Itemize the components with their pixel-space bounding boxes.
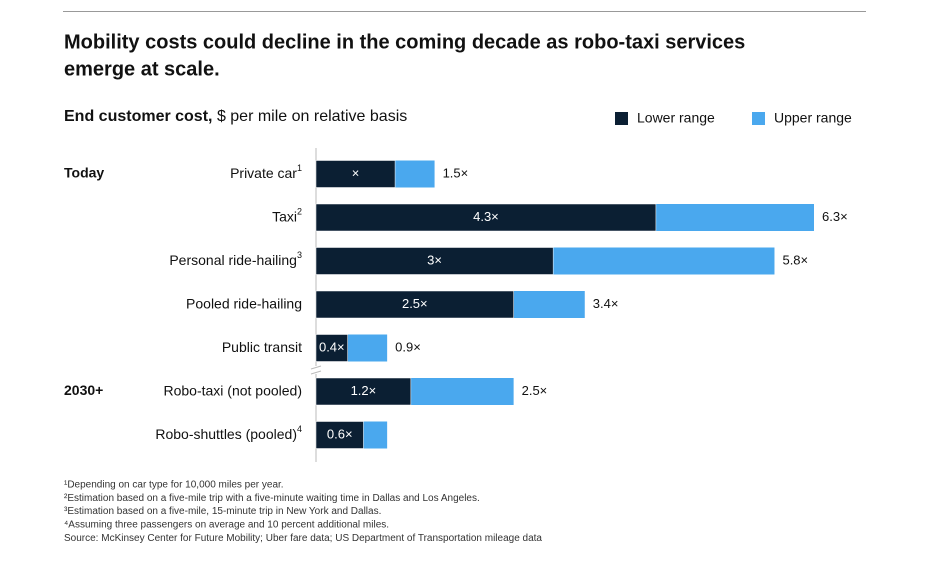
value-label-lower: 4.3× xyxy=(473,209,499,224)
bar-upper xyxy=(513,291,585,318)
bar-lower xyxy=(315,290,514,319)
category-name: Personal ride-hailing xyxy=(169,252,297,268)
category-name: Robo-taxi (not pooled) xyxy=(163,382,302,398)
footnote: ¹Depending on car type for 10,000 miles … xyxy=(64,480,284,491)
bar-upper xyxy=(347,334,388,362)
title: emerge at scale. xyxy=(64,58,220,80)
axis-break xyxy=(311,366,321,374)
footnote: ²Estimation based on a five-mile trip wi… xyxy=(64,493,480,504)
subtitle-text: $ per mile on relative basis xyxy=(217,108,407,125)
value-label-lower: 3× xyxy=(427,252,442,267)
bar-lower xyxy=(315,247,554,275)
value-label-lower: 0.6× xyxy=(327,426,353,441)
category-label: Personal ride-hailing3 xyxy=(169,250,302,267)
value-label-upper: 5.8× xyxy=(782,252,808,267)
value-label-lower: 0.4× xyxy=(319,339,345,354)
value-label-upper: 0.9× xyxy=(395,339,421,354)
footnote-marker: 2 xyxy=(297,207,302,217)
category-label: Public transit xyxy=(222,339,302,355)
legend-label: Lower range xyxy=(637,110,715,126)
bar-upper xyxy=(410,378,514,405)
footnote: ³Estimation based on a five-mile, 15-min… xyxy=(64,506,381,517)
bar-lower xyxy=(315,160,396,188)
footnote-marker: 4 xyxy=(297,424,302,434)
category-name: Pooled ride-hailing xyxy=(186,295,302,311)
category-name: Robo-shuttles (pooled) xyxy=(155,426,297,442)
bar-lower xyxy=(315,203,657,232)
value-label-upper: 3.4× xyxy=(593,296,619,311)
value-label-upper: 1.5× xyxy=(443,165,469,180)
footnote: Source: McKinsey Center for Future Mobil… xyxy=(64,533,542,544)
legend-swatch xyxy=(615,112,628,125)
value-label-lower: 1.2× xyxy=(351,383,377,398)
legend-swatch xyxy=(752,112,765,125)
group-label: 2030+ xyxy=(64,382,103,398)
footnote: ⁴Assuming three passengers on average an… xyxy=(64,520,389,531)
bar-lower xyxy=(315,334,348,362)
legend-label: Upper range xyxy=(774,110,852,126)
bar-upper xyxy=(363,421,388,449)
subtitle: End customer cost, $ per mile on relativ… xyxy=(64,108,407,125)
value-label-lower: 2.5× xyxy=(402,296,428,311)
title: Mobility costs could decline in the comi… xyxy=(64,31,745,53)
value-label-upper: 6.3× xyxy=(822,209,848,224)
subtitle-bold: End customer cost, xyxy=(64,108,212,125)
value-label-lower: × xyxy=(352,165,360,180)
bar-lower xyxy=(315,377,412,406)
category-label: Robo-shuttles (pooled)4 xyxy=(155,424,302,441)
category-label: Private car1 xyxy=(230,163,302,180)
category-name: Taxi xyxy=(272,208,297,224)
category-label: Robo-taxi (not pooled) xyxy=(163,382,302,398)
footnote-marker: 3 xyxy=(297,250,302,260)
bar-lower xyxy=(315,421,364,449)
axis-break-mark xyxy=(310,365,322,375)
category-label: Taxi2 xyxy=(272,207,302,224)
category-name: Private car xyxy=(230,165,297,181)
group-label: Today xyxy=(64,165,104,181)
category-name: Public transit xyxy=(222,339,302,355)
bar-upper xyxy=(553,247,775,275)
bar-upper xyxy=(395,160,435,188)
category-label: Pooled ride-hailing xyxy=(186,295,302,311)
footnote-marker: 1 xyxy=(297,163,302,173)
value-label-upper: 2.5× xyxy=(522,383,548,398)
bar-upper xyxy=(655,204,814,231)
